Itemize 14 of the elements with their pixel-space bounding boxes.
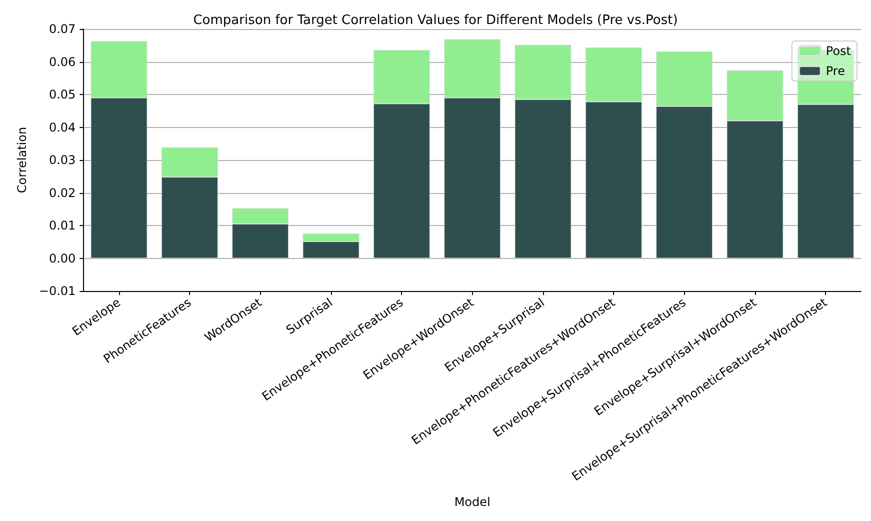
y-tick-label: −0.01 <box>38 284 76 298</box>
y-tick-label: 0.00 <box>48 251 76 266</box>
y-tick-label: 0.04 <box>48 120 76 134</box>
y-tick-label: 0.03 <box>48 153 76 167</box>
legend-label: Post <box>826 44 852 58</box>
y-tick-label: 0.06 <box>48 54 76 69</box>
x-axis-title: Model <box>454 495 490 509</box>
y-tick-label: 0.07 <box>48 22 76 36</box>
legend-label: Pre <box>826 64 845 78</box>
y-tick-label: 0.01 <box>48 218 76 232</box>
y-tick-label: 0.02 <box>48 186 76 200</box>
y-tick-label: 0.05 <box>48 88 76 102</box>
chart-title: Comparison for Target Correlation Values for Different Models (Pre vs.Post) <box>193 13 678 28</box>
y-axis-title: Correlation <box>15 126 29 194</box>
